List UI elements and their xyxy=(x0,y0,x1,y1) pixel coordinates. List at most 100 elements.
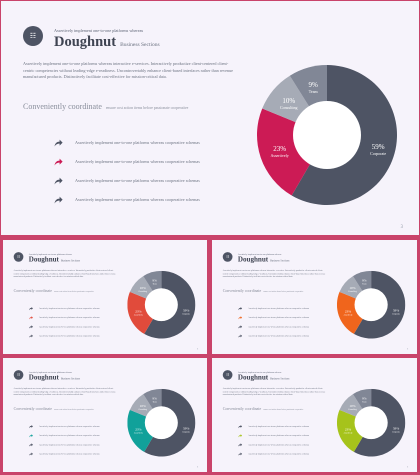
section-title: Conveniently coordinate xyxy=(13,288,52,294)
slice-category-label: Team xyxy=(152,283,157,285)
slice-value-label: 59% xyxy=(372,143,385,151)
section-subtitle: ensure cost action items before passiona… xyxy=(53,408,94,411)
list-item-text: Assertively implement one-to-one platfor… xyxy=(248,316,310,319)
doughnut-chart: 59%Corporate 23%Assertively 10%Consulting 9… xyxy=(127,270,196,339)
doughnut-chart: 59%Corporate 23%Assertively 10%Consulting 9… xyxy=(127,388,196,457)
slide-subtitle: Business Sections xyxy=(270,377,290,381)
list-item-text: Assertively implement one-to-one platfor… xyxy=(38,443,100,446)
slice-category-label: Consulting xyxy=(280,105,298,110)
share-arrow-icon xyxy=(28,443,33,447)
logo-icon: ☷ xyxy=(13,252,24,262)
list-item-text: Assertively implement one-to-one platfor… xyxy=(38,434,100,437)
slide-subtitle: Business Sections xyxy=(120,42,160,48)
bullet-list: Assertively implement one-to-one platfor… xyxy=(54,133,200,209)
slide-thumbnail-lime[interactable]: ☷ Assertively implement one-to-one platf… xyxy=(212,358,417,472)
slice-category-label: Assertively xyxy=(271,153,289,158)
list-item: Assertively implement one-to-one platfor… xyxy=(54,133,200,152)
logo-icon: ☷ xyxy=(13,370,24,380)
share-arrow-icon xyxy=(28,433,33,438)
page-number: 3 xyxy=(406,347,409,351)
share-arrow-icon xyxy=(54,158,63,166)
slice-category-label: Consulting xyxy=(348,290,357,293)
doughnut-hole xyxy=(144,406,178,440)
slide-title: Doughnut xyxy=(28,255,59,264)
slide-thumbnail-orange[interactable]: ☷ Assertively implement one-to-one platf… xyxy=(212,240,417,354)
kicker-text: Assertively implement one-to-one platfor… xyxy=(237,371,282,374)
slice-value-label: 9% xyxy=(152,397,157,401)
title-row: Doughnut Business Sections xyxy=(238,256,290,264)
share-arrow-icon xyxy=(238,334,243,338)
section-heading: Conveniently coordinate ensure cost acti… xyxy=(14,407,94,411)
slice-category-label: Team xyxy=(152,401,157,403)
slide-thumbnail-teal[interactable]: ☷ Assertively implement one-to-one platf… xyxy=(3,358,207,472)
list-item-text: Assertively implement one-to-one platfor… xyxy=(248,452,310,456)
slice-value-label: 10% xyxy=(349,404,355,408)
body-paragraph: Assertively implement one-to-one platfor… xyxy=(222,268,326,278)
body-paragraph: Assertively implement one-to-one platfor… xyxy=(13,268,116,278)
slice-category-label: Corporate xyxy=(182,313,190,315)
body-paragraph: Assertively implement one-to-one platfor… xyxy=(222,386,326,396)
list-item: Assertively implement one-to-one platfor… xyxy=(238,322,309,331)
list-item-text: Assertively implement one-to-one platfor… xyxy=(38,334,100,338)
list-item-text: Assertively implement one-to-one platfor… xyxy=(38,325,100,328)
list-item: Assertively implement one-to-one platfor… xyxy=(54,190,200,209)
slice-category-label: Corporate xyxy=(370,151,386,156)
slice-value-label: 9% xyxy=(362,397,367,401)
title-row: Doughnut Business Sections xyxy=(238,374,290,382)
slice-value-label: 59% xyxy=(183,426,189,430)
share-arrow-icon xyxy=(28,315,33,320)
bullet-list: Assertively implement one-to-one platfor… xyxy=(238,422,309,459)
slice-value-label: 9% xyxy=(309,81,319,89)
slice-value-label: 23% xyxy=(135,309,141,313)
logo-icon: ☷ xyxy=(23,26,43,46)
slice-category-label: Consulting xyxy=(348,408,357,411)
section-subtitle: ensure cost action items before passiona… xyxy=(105,106,189,110)
share-arrow-icon xyxy=(28,424,33,429)
slice-category-label: Team xyxy=(309,89,319,94)
slide-title: Doughnut xyxy=(237,255,269,264)
slide-title: Doughnut xyxy=(28,373,59,382)
list-item-text: Assertively implement one-to-one platfor… xyxy=(248,334,310,338)
list-item-text: Assertively implement one-to-one platfor… xyxy=(248,307,310,310)
list-item-text: Assertively implement one-to-one platfor… xyxy=(38,316,100,319)
title-row: Doughnut Business Sections xyxy=(29,256,80,264)
section-heading: Conveniently coordinate ensure cost acti… xyxy=(223,407,304,411)
list-item: Assertively implement one-to-one platfor… xyxy=(238,431,309,440)
section-heading: Conveniently coordinate ensure cost acti… xyxy=(14,289,94,293)
section-title: Conveniently coordinate xyxy=(13,406,52,412)
doughnut-chart: 59%Corporate 23%Assertively 10%Consulting 9… xyxy=(336,270,406,339)
list-item-text: Assertively implement one-to-one platfor… xyxy=(248,443,310,446)
slice-value-label: 59% xyxy=(393,308,399,312)
slide-main[interactable]: ☷ Assertively implement one-to-one platf… xyxy=(0,0,420,236)
share-arrow-icon xyxy=(28,325,33,329)
doughnut-hole xyxy=(354,406,388,440)
slice-value-label: 10% xyxy=(349,286,355,290)
slice-category-label: Corporate xyxy=(182,431,190,433)
slice-value-label: 9% xyxy=(362,279,367,283)
page-number: 3 xyxy=(400,224,403,229)
doughnut-chart: 59%Corporate 23%Assertively 10%Consulting 9… xyxy=(257,65,397,205)
list-item-text: Assertively implement one-to-one platfor… xyxy=(75,140,200,145)
section-title: Conveniently coordinate xyxy=(222,406,262,412)
slide-thumbnail-red[interactable]: ☷ Assertively implement one-to-one platf… xyxy=(3,240,207,354)
kicker-text: Assertively implement one-to-one platfor… xyxy=(28,371,73,374)
title-row: Doughnut Business Sections xyxy=(29,374,80,382)
slice-value-label: 10% xyxy=(140,404,146,408)
slice-category-label: Corporate xyxy=(392,431,400,433)
list-item: Assertively implement one-to-one platfor… xyxy=(238,440,309,449)
section-title: Conveniently coordinate xyxy=(23,102,102,111)
slice-category-label: Assertively xyxy=(344,431,353,434)
list-item: Assertively implement one-to-one platfor… xyxy=(28,304,100,313)
share-arrow-icon xyxy=(238,452,243,456)
share-arrow-icon xyxy=(54,196,63,204)
list-item-text: Assertively implement one-to-one platfor… xyxy=(38,425,100,428)
list-item-text: Assertively implement one-to-one platfor… xyxy=(75,178,200,183)
list-item: Assertively implement one-to-one platfor… xyxy=(28,422,100,431)
body-paragraph: Assertively implement one-to-one platfor… xyxy=(23,61,233,80)
list-item-text: Assertively implement one-to-one platfor… xyxy=(248,325,310,328)
slide-subtitle: Business Sections xyxy=(60,259,81,263)
list-item: Assertively implement one-to-one platfor… xyxy=(28,322,100,331)
list-item: Assertively implement one-to-one platfor… xyxy=(28,440,100,449)
slice-category-label: Assertively xyxy=(344,313,353,316)
slice-category-label: Assertively xyxy=(134,431,143,434)
